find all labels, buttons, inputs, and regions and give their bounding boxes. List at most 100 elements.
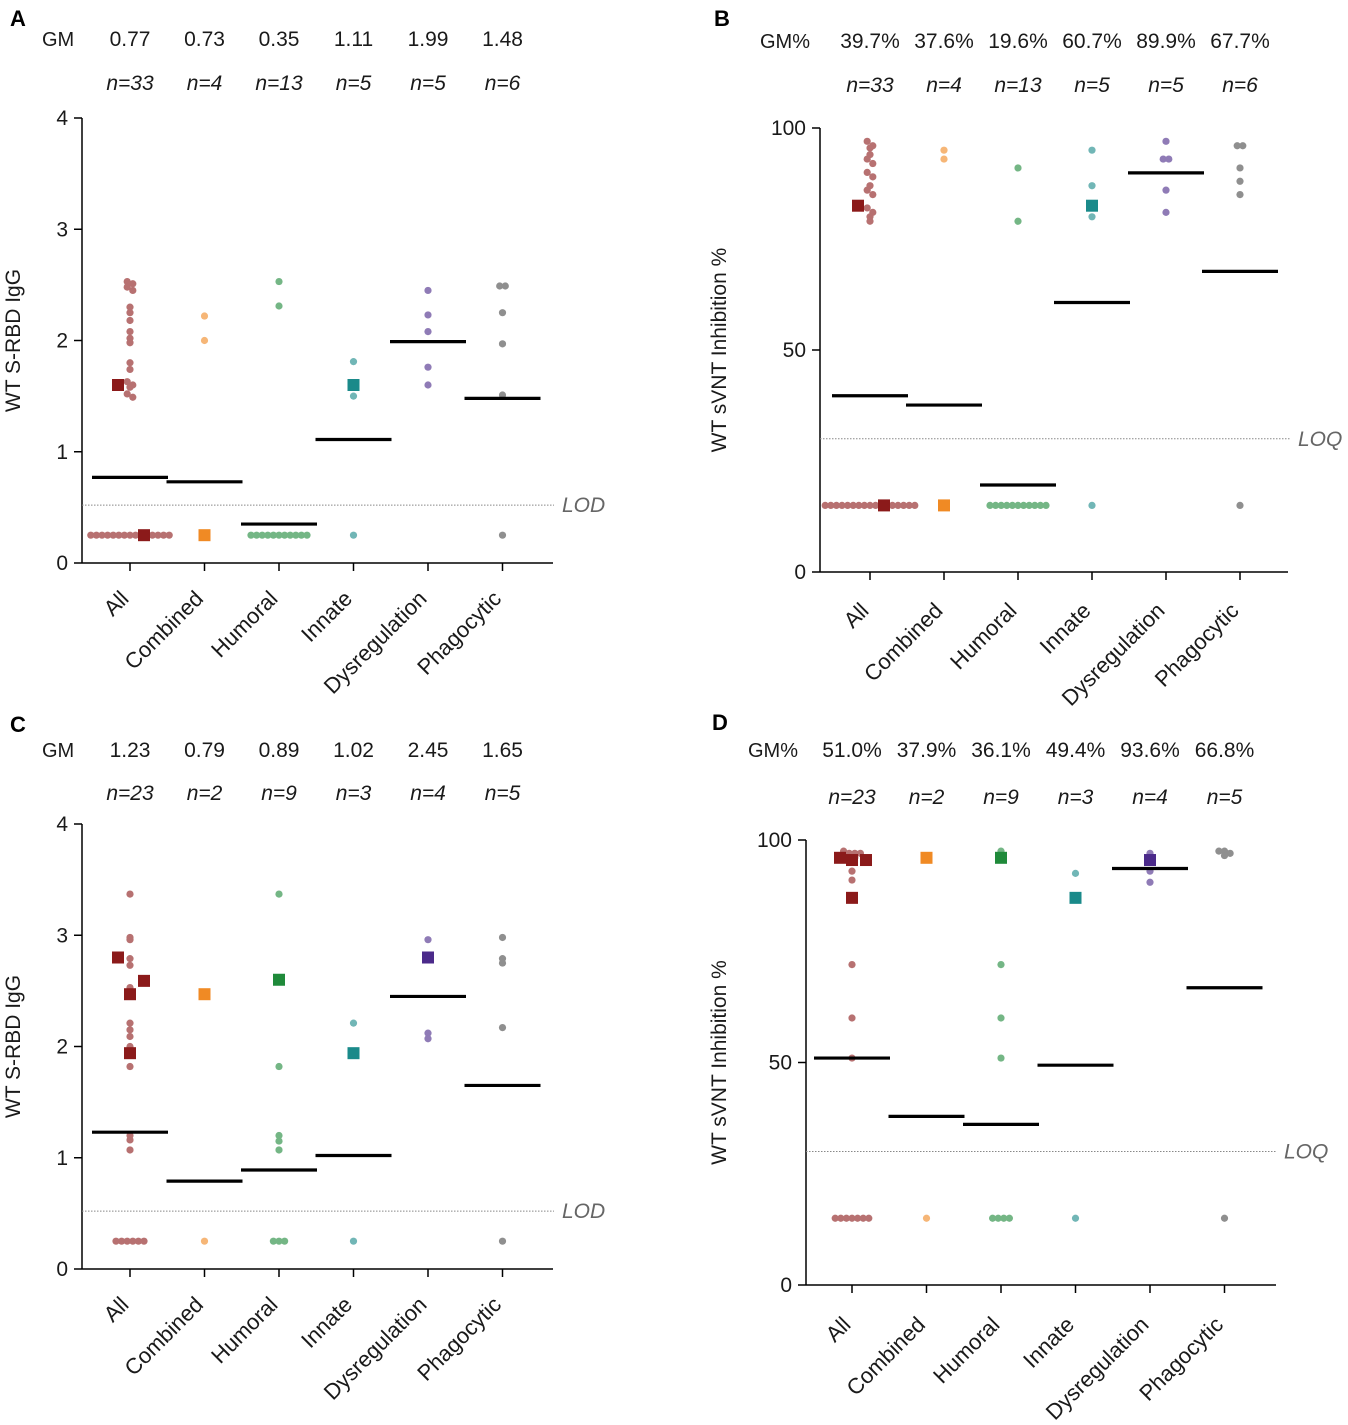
y-axis-title: WT sVNT Inhibition % bbox=[708, 248, 731, 453]
data-point bbox=[994, 1214, 1002, 1222]
n-label: n=9 bbox=[261, 782, 297, 805]
data-point bbox=[900, 501, 908, 509]
data-point bbox=[126, 890, 134, 898]
data-point bbox=[997, 501, 1005, 509]
category-label: All bbox=[821, 1312, 856, 1347]
panel-a: A GM 0.77 0.73 0.35 1.11 1.99 1.48 n=33 n=4 n=13 n=… bbox=[2, 6, 605, 699]
highlight-point bbox=[422, 951, 434, 964]
data-point bbox=[1162, 137, 1170, 145]
data-point bbox=[888, 501, 897, 509]
panel-b: B GM% 39.7% 37.6% 19.6% 60.7% 89.9% 67.7% n=33 n=… bbox=[708, 6, 1342, 711]
highlight-point bbox=[995, 851, 1007, 864]
data-point bbox=[126, 1136, 134, 1144]
panel-d: D GM% 51.0% 37.9% 36.1% 49.4% 93.6% 66.8% n=23 n=… bbox=[708, 710, 1328, 1425]
stat-value: 89.9% bbox=[1136, 30, 1196, 53]
highlight-point bbox=[1144, 854, 1156, 867]
data-point bbox=[498, 340, 507, 348]
category-label: Combined bbox=[119, 1292, 208, 1381]
n-label: n=6 bbox=[1222, 74, 1258, 97]
data-point bbox=[1088, 182, 1096, 190]
stat-value: 1.11 bbox=[334, 28, 373, 51]
data-point bbox=[1014, 164, 1022, 172]
category-label: Humoral bbox=[945, 598, 1021, 674]
data-point bbox=[832, 501, 841, 509]
highlight-point bbox=[1086, 199, 1098, 212]
data-point bbox=[865, 1214, 873, 1222]
data-point bbox=[424, 381, 432, 389]
n-label: n=5 bbox=[1074, 74, 1110, 97]
reference-label: LOD bbox=[562, 1200, 605, 1223]
data-point bbox=[848, 1214, 856, 1222]
data-point bbox=[940, 146, 948, 154]
data-point bbox=[866, 217, 874, 225]
data-point bbox=[126, 1026, 134, 1034]
data-point bbox=[1005, 1214, 1014, 1222]
n-label: n=9 bbox=[983, 786, 1019, 809]
data-point bbox=[424, 311, 432, 319]
stat-value: 0.73 bbox=[184, 28, 225, 51]
data-point bbox=[126, 328, 134, 336]
highlight-point bbox=[846, 891, 858, 904]
stat-value: 1.02 bbox=[333, 739, 374, 762]
panel-c: C GM 1.23 0.79 0.89 1.02 2.45 1.65 n=23 n=2 n=9 n=3… bbox=[2, 712, 605, 1405]
highlight-point bbox=[273, 973, 285, 986]
data-point bbox=[123, 283, 131, 291]
n-label: n=33 bbox=[106, 72, 154, 95]
data-point bbox=[160, 531, 168, 539]
data-point bbox=[498, 309, 507, 317]
data-point bbox=[1088, 146, 1096, 154]
data-point bbox=[894, 501, 902, 509]
y-tick-label: 4 bbox=[56, 107, 68, 130]
highlight-point bbox=[852, 199, 864, 212]
data-point bbox=[126, 383, 134, 391]
category-label: Innate bbox=[296, 586, 357, 647]
stat-value: 36.1% bbox=[971, 739, 1031, 762]
data-point bbox=[860, 501, 869, 509]
stat-value: 93.6% bbox=[1120, 739, 1180, 762]
data-point bbox=[501, 282, 509, 290]
panel-letter: C bbox=[10, 712, 26, 737]
highlight-point bbox=[198, 988, 211, 1001]
n-label: n=4 bbox=[410, 782, 446, 805]
data-point bbox=[349, 531, 358, 539]
data-point bbox=[821, 501, 829, 509]
data-point bbox=[126, 359, 134, 367]
data-point bbox=[855, 501, 863, 509]
data-point bbox=[129, 280, 137, 288]
data-point bbox=[129, 1237, 137, 1245]
data-point bbox=[297, 531, 305, 539]
data-point bbox=[275, 277, 283, 286]
data-point bbox=[132, 531, 140, 539]
y-tick-label: 100 bbox=[757, 829, 792, 852]
data-point bbox=[837, 1214, 845, 1222]
data-point bbox=[281, 531, 289, 539]
data-point bbox=[292, 531, 300, 539]
stat-value: 0.89 bbox=[259, 739, 300, 762]
data-point bbox=[200, 1237, 209, 1245]
data-point bbox=[911, 501, 919, 509]
n-label: n=4 bbox=[187, 72, 223, 95]
data-point bbox=[827, 501, 835, 509]
data-point bbox=[1014, 217, 1022, 225]
highlight-point bbox=[124, 1047, 136, 1060]
highlight-point bbox=[124, 988, 136, 1001]
data-point bbox=[863, 186, 871, 194]
highlight-point bbox=[198, 529, 211, 542]
data-point bbox=[120, 531, 128, 539]
data-point bbox=[1233, 142, 1241, 150]
data-point bbox=[123, 1237, 131, 1245]
data-point bbox=[1014, 501, 1022, 509]
n-label: n=6 bbox=[485, 72, 521, 95]
data-point bbox=[200, 336, 209, 345]
data-point bbox=[424, 1029, 432, 1037]
data-point bbox=[863, 137, 871, 145]
data-point bbox=[1036, 501, 1044, 509]
data-point bbox=[997, 1054, 1005, 1062]
data-point bbox=[126, 1062, 134, 1071]
data-point bbox=[848, 876, 856, 884]
n-label: n=4 bbox=[1132, 786, 1168, 809]
y-tick-label: 0 bbox=[780, 1274, 792, 1297]
y-tick-label: 3 bbox=[56, 924, 68, 947]
reference-label: LOQ bbox=[1284, 1141, 1328, 1164]
data-point bbox=[498, 531, 507, 539]
